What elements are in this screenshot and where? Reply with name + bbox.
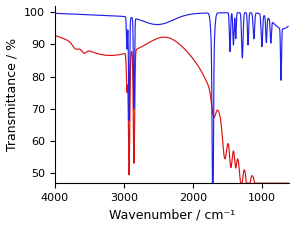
Y-axis label: Transmittance / %: Transmittance / % — [6, 38, 19, 151]
X-axis label: Wavenumber / cm⁻¹: Wavenumber / cm⁻¹ — [109, 208, 235, 222]
